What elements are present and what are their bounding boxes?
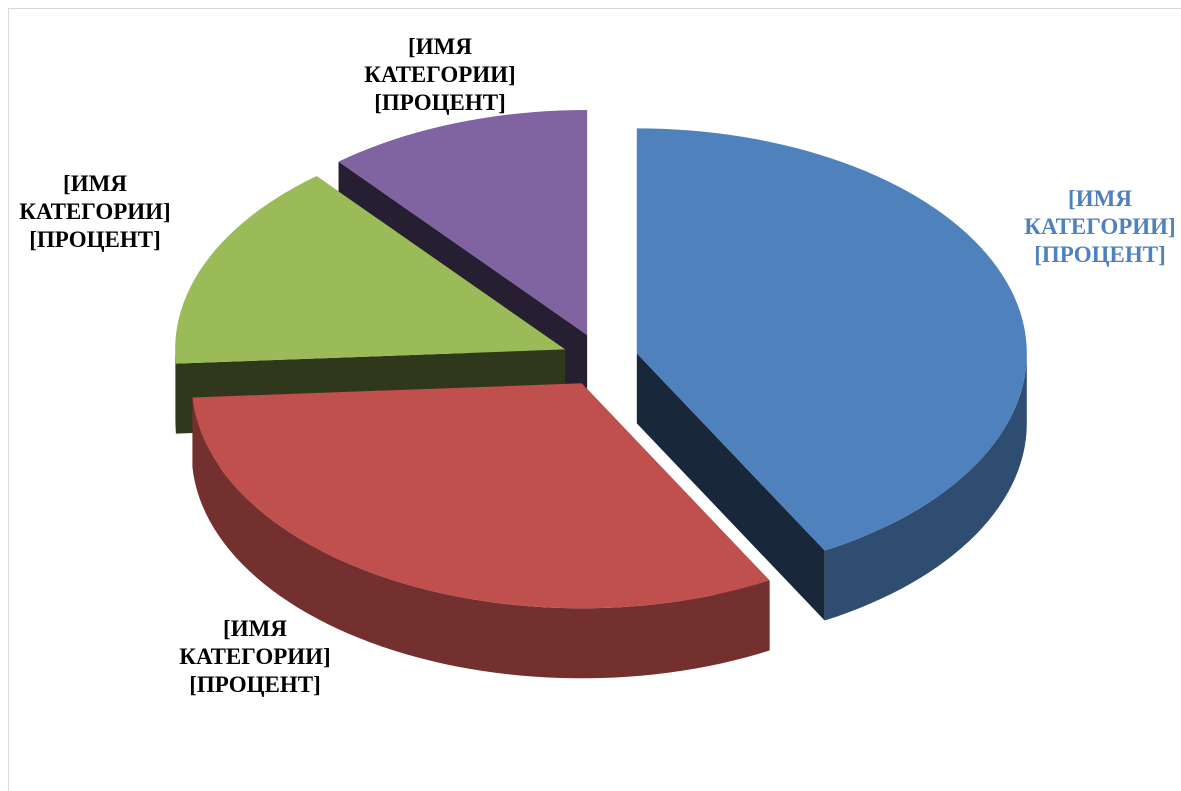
slice [338,109,588,335]
category-label: [ИМЯ КАТЕГОРИИ] [179,616,331,669]
slice-wall [175,349,176,434]
value-label: [ПРОЦЕНТ] [1034,242,1166,267]
category-label: [ИМЯ КАТЕГОРИИ] [364,34,516,87]
data-label: [ИМЯ КАТЕГОРИИ] [ПРОЦЕНТ] [1024,185,1175,269]
slice-side [636,353,825,621]
data-label: [ИМЯ КАТЕГОРИИ] [ПРОЦЕНТ] [364,33,515,117]
value-label: [ПРОЦЕНТ] [29,227,161,252]
value-label: [ПРОЦЕНТ] [374,90,506,115]
data-label: [ИМЯ КАТЕГОРИИ] [ПРОЦЕНТ] [19,170,170,254]
slice [192,383,770,609]
data-label: [ИМЯ КАТЕГОРИИ] [ПРОЦЕНТ] [179,615,330,699]
category-label: [ИМЯ КАТЕГОРИИ] [1024,186,1176,239]
slice [175,176,566,364]
slice-wall [824,353,1027,621]
category-label: [ИМЯ КАТЕГОРИИ] [19,171,171,224]
slice-wall [192,397,770,679]
chart-frame [8,8,1181,791]
slice [636,128,1027,551]
value-label: [ПРОЦЕНТ] [189,672,321,697]
